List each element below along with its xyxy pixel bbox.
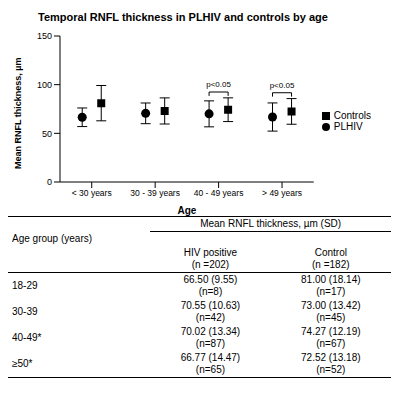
html-text:Controls: Controls — [333, 110, 371, 121]
html-text:18-29: 18-29 — [12, 279, 38, 291]
svg-text:p<0.05: p<0.05 — [270, 81, 295, 90]
html-text:(n=87): (n=87) — [195, 337, 225, 349]
html-text:81.00 (18.14): 81.00 (18.14) — [301, 273, 361, 285]
html-text:30-39: 30-39 — [12, 305, 38, 317]
svg-text:p<0.05: p<0.05 — [206, 80, 231, 89]
svg-text:50: 50 — [42, 129, 52, 139]
svg-text:< 30 years: < 30 years — [72, 188, 112, 198]
html-text:Mean RNFL thickness, µm (SD): Mean RNFL thickness, µm (SD) — [200, 218, 342, 229]
html-text:HIV positive: HIV positive — [183, 246, 238, 258]
html-text:73.00 (13.42): 73.00 (13.42) — [301, 299, 361, 311]
svg-text:Age: Age — [177, 205, 196, 216]
html-text:Control: Control — [314, 246, 347, 258]
svg-text:40 - 49 years: 40 - 49 years — [194, 188, 244, 198]
svg-text:150: 150 — [37, 31, 52, 41]
svg-text:100: 100 — [37, 80, 52, 90]
svg-text:0: 0 — [47, 177, 52, 187]
html-text:40-49*: 40-49* — [12, 331, 42, 343]
svg-text:30 - 39 years: 30 - 39 years — [130, 188, 180, 198]
html-text:(n=52): (n=52) — [316, 363, 346, 375]
html-text:(n=8): (n=8) — [198, 285, 223, 297]
html-text:(n=67): (n=67) — [316, 337, 346, 349]
html-text:Temporal RNFL thickness in PLH: Temporal RNFL thickness in PLHIV and con… — [38, 11, 328, 23]
html-text:66.50 (9.55): 66.50 (9.55) — [183, 273, 238, 285]
html-text:66.77 (14.47): 66.77 (14.47) — [180, 351, 241, 363]
html-text:(n =182): (n =182) — [312, 258, 350, 270]
html-text:Age group (years): Age group (years) — [12, 232, 92, 244]
html-text:(n=45): (n=45) — [316, 311, 346, 323]
html-text:74.27 (12.19): 74.27 (12.19) — [301, 325, 361, 337]
html-text:72.52 (13.18): 72.52 (13.18) — [301, 351, 361, 363]
html-text:70.02 (13.34): 70.02 (13.34) — [180, 325, 241, 337]
html-text:70.55 (10.63): 70.55 (10.63) — [180, 299, 241, 311]
html-text:(n =202): (n =202) — [191, 258, 230, 270]
svg-text:> 49 years: > 49 years — [262, 188, 302, 198]
html-text:(n=17): (n=17) — [316, 285, 346, 297]
svg-text:Mean RNFL thickness, µm: Mean RNFL thickness, µm — [13, 57, 23, 169]
html-text:(n=65): (n=65) — [195, 363, 225, 375]
html-text:≥50*: ≥50* — [12, 357, 33, 369]
html-text:PLHIV: PLHIV — [333, 121, 363, 132]
html-text:(n=42): (n=42) — [195, 311, 225, 323]
